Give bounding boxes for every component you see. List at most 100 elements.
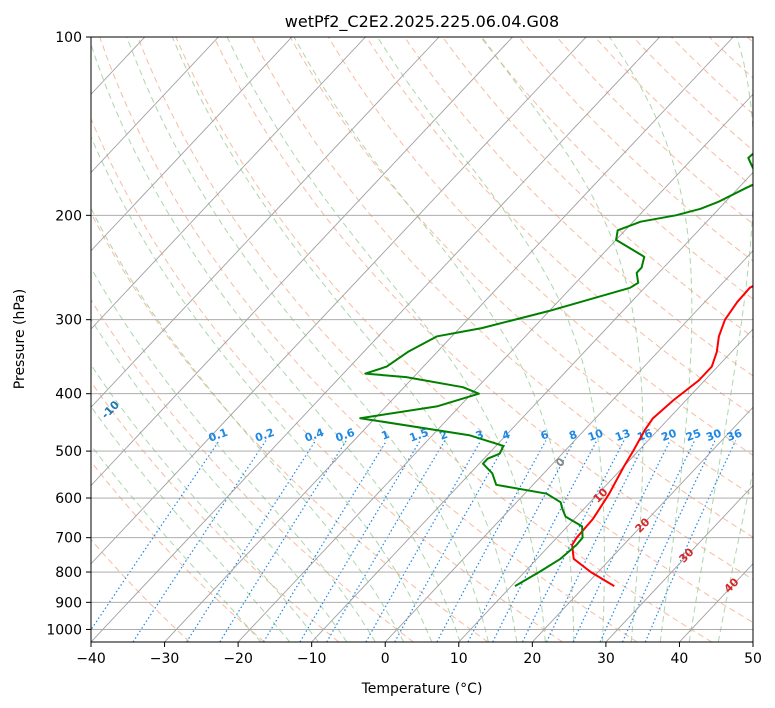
- mixing-ratio-label: 0.1: [207, 426, 230, 445]
- isotherm-line: [91, 37, 513, 487]
- chart-title: wetPf2_C2E2.2025.225.06.04.G08: [285, 12, 559, 32]
- dry-adiabat-line: [91, 117, 563, 642]
- y-tick-label: 600: [55, 491, 82, 507]
- moist-adiabat-line: [376, 37, 605, 642]
- mixing-ratio-label: 6: [539, 428, 551, 443]
- y-tick-label: 800: [55, 565, 82, 581]
- moist-adiabat-line: [91, 207, 405, 642]
- y-tick-label: 400: [55, 387, 82, 403]
- mixing-ratio-line: [186, 440, 317, 642]
- moist-adiabat-line: [91, 43, 461, 642]
- dry-adiabat-line: [175, 37, 753, 624]
- dry-adiabat-line: [632, 37, 753, 151]
- x-tick-label: 40: [671, 651, 689, 667]
- isobars: [91, 37, 753, 630]
- x-tick-label: −20: [223, 651, 253, 667]
- x-tick-label: 10: [450, 651, 468, 667]
- moist-adiabat-line: [226, 37, 546, 642]
- mixing-ratio-line: [644, 440, 737, 642]
- isotherm-line: [91, 37, 219, 174]
- plot-frame: [90, 36, 754, 643]
- isotherm-line: [311, 171, 753, 642]
- moist-adiabat-line: [91, 135, 433, 642]
- dry-adiabat-line: [91, 538, 191, 642]
- dry-adiabat-line: [289, 37, 753, 497]
- isotherm-line: [605, 484, 753, 642]
- y-tick-label: 300: [55, 313, 82, 329]
- x-tick-label: 20: [523, 651, 541, 667]
- mixing-ratio-label: 1.5: [408, 426, 431, 445]
- dry-adiabat-line: [91, 298, 414, 642]
- moist-adiabat-line: [91, 318, 348, 642]
- mixing-ratio-line: [622, 440, 716, 642]
- mixing-ratio-line: [394, 440, 508, 642]
- isotherm-line: [164, 37, 734, 642]
- mixing-ratio-line: [91, 440, 220, 631]
- x-tick-label: 50: [744, 651, 762, 667]
- isotherm-line: [91, 37, 661, 642]
- y-tick-label: 200: [55, 208, 82, 224]
- mixing-ratio-label: 36: [725, 426, 744, 444]
- mixing-ratio-line: [132, 440, 267, 642]
- dry-adiabat-line: [251, 37, 753, 538]
- mixing-ratio-line: [299, 440, 421, 642]
- sounding-profiles: [359, 152, 753, 587]
- mixing-ratio-line: [365, 440, 482, 642]
- plot-area: -100-90-80-70-60-50-40-30-20-10 01020304…: [91, 37, 753, 642]
- mixing-ratio-label: 10: [586, 426, 605, 444]
- mixing-ratio-line: [521, 440, 625, 642]
- isotherm-line: [91, 37, 293, 252]
- mixing-ratio-line: [326, 440, 446, 642]
- temperature-profile-line: [571, 284, 753, 587]
- mixing-ratio-label: 3: [474, 428, 486, 443]
- mixing-ratio-label: 20: [659, 426, 678, 444]
- isotherm-line: [458, 328, 753, 642]
- dry-adiabat-line: [137, 37, 713, 642]
- isotherm-line: [384, 250, 753, 642]
- mixing-ratio-label: 2: [438, 428, 450, 443]
- isotherm-line: [532, 406, 753, 642]
- isotherm-line: [91, 37, 366, 330]
- mixing-ratio-label: 0.6: [334, 426, 357, 445]
- mixing-ratio-line: [262, 440, 388, 642]
- moist-adiabat-line: [481, 37, 644, 642]
- dewpoint-profile-line: [359, 152, 753, 587]
- y-tick-label: 900: [55, 595, 82, 611]
- x-tick-label: −40: [76, 651, 106, 667]
- mixing-ratio-label: 0.2: [253, 426, 276, 445]
- dry-adiabat-line: [99, 37, 638, 642]
- dry-adiabat-line: [518, 37, 753, 262]
- moist-adiabat-line: [126, 37, 489, 642]
- mixing-ratio-line: [219, 440, 347, 642]
- isotherm-line: [91, 37, 440, 408]
- moist-adiabat-line: [293, 37, 575, 642]
- dry-adiabat-line: [404, 37, 753, 377]
- mixing-ratio-label: 1: [380, 428, 392, 443]
- mixing-ratio-label: 4: [500, 428, 512, 443]
- moist-adiabat-line: [91, 266, 376, 642]
- x-tick-label: 30: [597, 651, 615, 667]
- mixing-ratio-lines: [91, 440, 737, 642]
- moist-adiabat-line: [688, 37, 753, 642]
- y-axis-ticks: 100 200 300 400 500 600 700 800 900 1000: [46, 30, 91, 638]
- mixing-ratio-label: 0.4: [303, 426, 326, 445]
- isotherm-line: [91, 37, 587, 565]
- moist-adiabat-line: [609, 37, 693, 642]
- mixing-ratio-label: 13: [613, 427, 632, 444]
- mixing-ratio-label: 30: [704, 426, 723, 444]
- isotherms: [91, 37, 753, 642]
- x-tick-label: −10: [297, 651, 327, 667]
- mixing-ratio-line: [546, 440, 647, 642]
- x-tick-label: −30: [150, 651, 180, 667]
- x-axis-ticks: −40 −30 −20 −10 0 10 20 30 40 50: [76, 642, 762, 667]
- isotherm-line: [237, 93, 753, 642]
- y-tick-label: 700: [55, 531, 82, 547]
- dry-adiabat-line: [480, 37, 753, 300]
- y-axis-label: Pressure (hPa): [12, 289, 28, 389]
- mixing-ratio-label: 8: [567, 428, 579, 443]
- y-tick-label: 100: [55, 30, 82, 46]
- dry-adiabat-line: [213, 37, 753, 580]
- x-axis-label: Temperature (°C): [361, 681, 483, 697]
